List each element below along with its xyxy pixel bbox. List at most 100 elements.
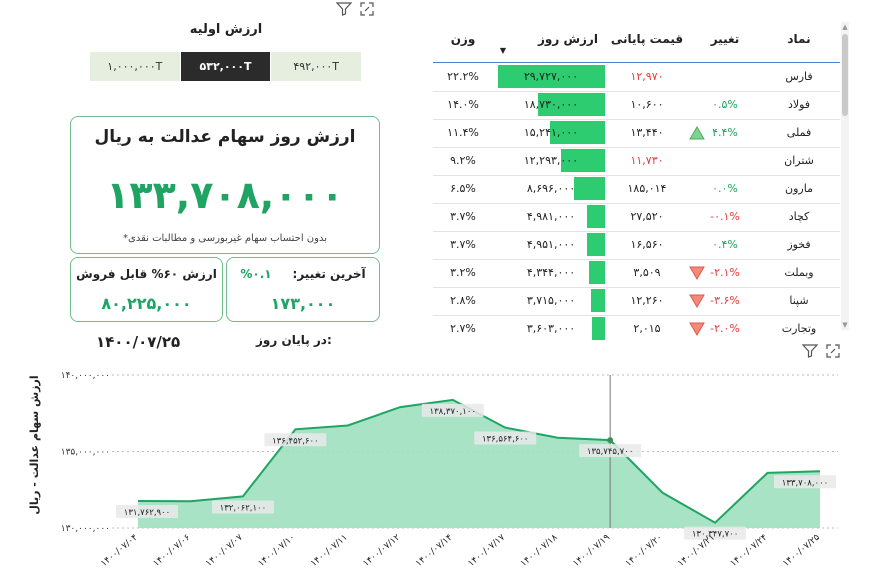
header-change[interactable]: تغییر: [710, 32, 740, 46]
end-of-day-date: ۱۴۰۰/۰۷/۲۵: [96, 333, 181, 351]
table-row[interactable]: فولاد ۰.۵% ۱۰,۶۰۰ ۱۸,۷۳۰,۰۰۰ ۱۴.۰%: [433, 91, 840, 120]
cell-day-value-bar: [591, 289, 605, 312]
cell-day-value: ۳,۷۱۵,۰۰۰: [526, 294, 576, 307]
data-label-bg: [211, 500, 274, 514]
cell-weight: ۶.۵%: [450, 182, 476, 195]
filter-icon[interactable]: [336, 2, 352, 18]
table-row[interactable]: مارون ۰.۰% ۱۸۵,۰۱۴ ۸,۶۹۶,۰۰۰ ۶.۵%: [433, 175, 840, 204]
data-label: ۱۳۶,۵۶۴,۶۰۰: [482, 435, 529, 445]
x-tick-label: ۱۴۰۰/۰۷/۱۴: [414, 533, 455, 570]
sellable-value-number: ۸۰,۲۲۵,۰۰۰: [101, 294, 192, 313]
cell-weight: ۲.۷%: [450, 322, 476, 335]
cell-day-value: ۱۸,۷۳۰,۰۰۰: [523, 98, 579, 111]
cell-symbol: فولاد: [787, 98, 811, 111]
x-tick-label: ۱۴۰۰/۰۷/۰۷: [204, 533, 245, 570]
cell-day-value-bar: [587, 205, 605, 228]
cell-weight: ۱۱.۴%: [447, 126, 479, 139]
table-row[interactable]: شپنا -۳.۶% ۱۲,۲۶۰ ۳,۷۱۵,۰۰۰ ۲.۸%: [433, 287, 840, 316]
data-label-bg: [116, 505, 178, 519]
data-label: ۱۳۲,۰۶۲,۱۰۰: [220, 503, 267, 513]
cell-day-value-bar: [574, 177, 605, 200]
cell-day-value-bar: [550, 121, 605, 144]
table-row[interactable]: فملی ۴.۴% ۱۳,۴۴۰ ۱۵,۲۴۱,۰۰۰ ۱۱.۴%: [433, 119, 840, 148]
cell-final-price: ۱۸۵,۰۱۴: [627, 182, 667, 195]
sellable-value-card: ارزش ۶۰% قابل فروش ۸۰,۲۲۵,۰۰۰: [70, 257, 223, 322]
y-axis-label-wrap: ارزش سهام عدالت - ریال: [28, 375, 41, 514]
y-tick-label: ۱۳۰,۰۰۰,۰۰۰: [61, 524, 110, 534]
trend-up-icon: [689, 126, 705, 140]
data-label-bg: [421, 403, 484, 417]
last-change-value: ۱۷۳,۰۰۰: [270, 294, 336, 313]
hover-point: [607, 437, 614, 444]
cell-change: -۳.۶%: [710, 294, 740, 307]
filter-icon[interactable]: [801, 343, 819, 359]
cell-weight: ۱۴.۰%: [447, 98, 479, 111]
cell-change: -۰.۱%: [710, 210, 740, 223]
cell-day-value: ۲۹,۷۲۷,۰۰۰: [523, 70, 579, 83]
focus-mode-icon[interactable]: [360, 2, 374, 18]
header-final-price[interactable]: قیمت پایانی: [610, 32, 684, 46]
trend-down-icon: [689, 266, 705, 280]
table-scrollbar-thumb[interactable]: [842, 34, 848, 116]
cell-day-value-bar: [592, 317, 605, 340]
table-row[interactable]: فارس ۱۲,۹۷۰ ۲۹,۷۲۷,۰۰۰ ۲۲.۲%: [433, 63, 840, 92]
scroll-up-icon[interactable]: ▲: [842, 23, 848, 31]
cell-change: ۰.۰%: [712, 182, 738, 195]
table-header: نماد تغییر قیمت پایانی ارزش روز وزن ▼: [433, 22, 840, 63]
cell-day-value-bar: [538, 93, 605, 116]
main-value-number: ۱۳۳,۷۰۸,۰۰۰: [106, 173, 344, 217]
data-label-bg: [579, 444, 642, 458]
table-row[interactable]: کچاد -۰.۱% ۲۷,۵۲۰ ۴,۹۸۱,۰۰۰ ۳.۷%: [433, 203, 840, 232]
data-label: ۱۳۸,۳۷۰,۱۰۰: [430, 407, 477, 417]
header-symbol[interactable]: نماد: [787, 32, 811, 46]
main-value-note: *بدون احتساب سهام غیربورسی و مطالبات نقد…: [123, 233, 327, 244]
table-row[interactable]: وتجارت -۲.۰% ۲,۰۱۵ ۳,۶۰۳,۰۰۰ ۲.۷%: [433, 315, 840, 340]
trend-down-icon: [689, 294, 705, 308]
cell-final-price: ۱۱,۷۳۰: [630, 154, 664, 167]
cell-change: ۰.۵%: [712, 98, 738, 111]
cell-weight: ۹.۲%: [450, 154, 476, 167]
x-tick-label: ۱۴۰۰/۰۷/۱۷: [466, 533, 507, 570]
header-day-value[interactable]: ارزش روز: [538, 32, 598, 46]
x-tick-label: ۱۴۰۰/۰۷/۰۴: [99, 533, 140, 570]
data-label-bg: [684, 526, 747, 540]
cell-day-value-bar: [561, 149, 605, 172]
last-change-card: آخرین تغییر: ۰.۱% ۱۷۳,۰۰۰: [226, 257, 380, 322]
initial-value-title: ارزش اولیه: [189, 22, 263, 37]
initial-value-option-selected[interactable]: ۵۳۲,۰۰۰T: [180, 52, 272, 81]
cell-symbol: فخوز: [787, 238, 811, 251]
scroll-down-icon[interactable]: ▼: [842, 321, 848, 329]
last-change-title-row: آخرین تغییر: ۰.۱%: [227, 267, 379, 281]
cell-symbol: فارس: [785, 70, 813, 83]
x-tick-label: ۱۴۰۰/۰۷/۱۸: [519, 533, 560, 570]
initial-value-option[interactable]: ۴۹۲,۰۰۰T: [271, 52, 363, 81]
header-weight[interactable]: وزن: [450, 32, 476, 46]
cell-day-value-bar: [498, 65, 605, 88]
visual-toolbar-chart: [801, 343, 848, 359]
cell-weight: ۳.۷%: [450, 238, 476, 251]
last-change-title: آخرین تغییر:: [292, 267, 366, 281]
cell-symbol: کچاد: [788, 210, 810, 223]
table-scrollbar[interactable]: [841, 22, 849, 330]
cell-symbol: شپنا: [789, 294, 809, 307]
trend-down-icon: [689, 322, 705, 336]
cell-day-value: ۸,۶۹۶,۰۰۰: [526, 182, 576, 195]
data-label: ۱۳۰,۳۴۷,۷۰۰: [692, 530, 739, 540]
cell-day-value: ۳,۶۰۳,۰۰۰: [526, 322, 576, 335]
initial-value-option[interactable]: ۱,۰۰۰,۰۰۰T: [90, 52, 181, 81]
focus-mode-icon[interactable]: [826, 343, 840, 359]
table-row[interactable]: وبملت -۲.۱% ۳,۵۰۹ ۴,۳۴۴,۰۰۰ ۳.۲%: [433, 259, 840, 288]
cell-symbol: وبملت: [784, 266, 814, 279]
cell-change: ۴.۴%: [712, 126, 738, 139]
cell-weight: ۲.۸%: [450, 294, 476, 307]
y-tick-label: ۱۴۰,۰۰۰,۰۰۰: [61, 371, 110, 381]
data-label-bg: [474, 431, 537, 445]
table-row[interactable]: شتران ۱۱,۷۳۰ ۱۲,۲۹۳,۰۰۰ ۹.۲%: [433, 147, 840, 176]
x-tick-label: ۱۴۰۰/۰۷/۱۰: [257, 533, 298, 569]
cell-change: -۲.۱%: [710, 266, 740, 279]
data-label-bg: [264, 433, 327, 447]
cell-final-price: ۳,۵۰۹: [633, 266, 661, 279]
table-row[interactable]: فخوز ۰.۴% ۱۶,۵۶۰ ۴,۹۵۱,۰۰۰ ۳.۷%: [433, 231, 840, 260]
sellable-value-title: ارزش ۶۰% قابل فروش: [76, 267, 217, 281]
cell-final-price: ۲۷,۵۲۰: [630, 210, 664, 223]
